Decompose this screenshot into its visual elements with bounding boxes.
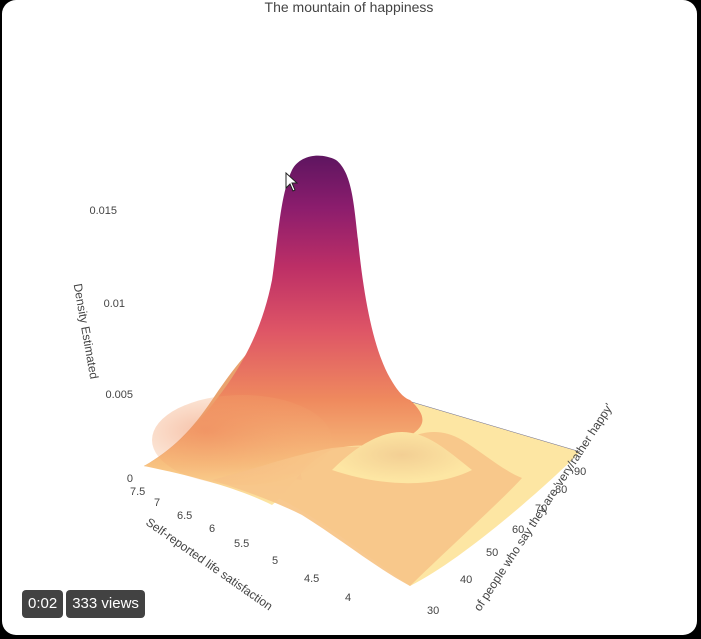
x-tick-2: 6.5 xyxy=(177,510,192,522)
surface-small-peak xyxy=(332,432,472,484)
y-tick-0: 30 xyxy=(427,605,439,617)
y-tick-3: 60 xyxy=(512,524,524,536)
x-tick-6: 4.5 xyxy=(304,573,319,585)
y-tick-6: 90 xyxy=(574,466,586,478)
x-tick-3: 6 xyxy=(209,523,215,535)
z-axis-label: Density Estimated xyxy=(71,282,102,380)
y-tick-5: 80 xyxy=(555,484,567,496)
z-tick-2: 0.01 xyxy=(104,298,125,310)
surface-side-shade xyxy=(152,395,332,485)
x-tick-7: 4 xyxy=(345,592,351,604)
video-views-badge: 333 views xyxy=(66,590,145,618)
y-tick-2: 50 xyxy=(486,547,498,559)
video-time-badge: 0:02 xyxy=(22,590,64,618)
video-overlay: 0:02 333 views xyxy=(22,590,145,618)
x-tick-1: 7 xyxy=(154,497,160,509)
z-tick-1: 0.005 xyxy=(105,389,133,401)
x-tick-0: 7.5 xyxy=(130,486,145,498)
z-tick-0: 0 xyxy=(127,473,133,485)
y-tick-4: 70 xyxy=(535,503,547,515)
chart-title: The mountain of happiness xyxy=(265,0,434,15)
y-tick-1: 40 xyxy=(460,574,472,586)
x-tick-5: 5 xyxy=(272,555,278,567)
z-tick-3: 0.015 xyxy=(89,205,117,217)
x-tick-4: 5.5 xyxy=(234,538,249,550)
cursor-icon xyxy=(285,171,299,192)
z-axis: 0 0.005 0.01 0.015 Density Estimated xyxy=(71,205,133,485)
